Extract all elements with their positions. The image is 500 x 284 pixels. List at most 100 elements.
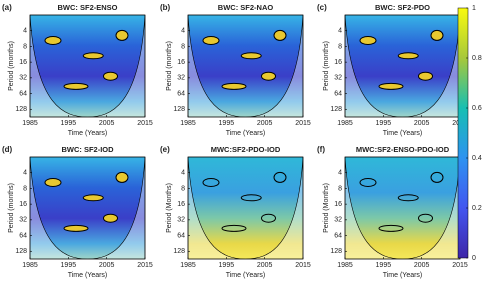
coherence-contour [418, 213, 433, 223]
panel-label: (a) [2, 3, 12, 12]
y-tick-label: 16 [334, 201, 342, 208]
x-axis-label: Time (Years) [68, 130, 108, 137]
coherence-contour [202, 178, 220, 187]
coherence-contour [221, 82, 247, 90]
y-tick-label: 64 [177, 232, 185, 239]
y-tick-label: 32 [334, 217, 342, 224]
y-tick-label: 16 [177, 59, 185, 66]
colorbar-tick-label: 0.2 [472, 205, 482, 212]
coherence-contour [240, 52, 262, 60]
y-tick-label: 4 [181, 28, 185, 35]
panel-title: MWC:SF2-PDO-IOD [211, 145, 281, 154]
coherence-contour [378, 224, 404, 232]
x-tick-label: 2015 [137, 120, 153, 127]
panel-title: BWC: SF2-IOD [61, 145, 114, 154]
y-tick-label: 64 [19, 232, 27, 239]
coherence-contour [240, 194, 262, 202]
y-tick-label: 128 [173, 106, 185, 113]
x-tick-label: 1985 [337, 262, 353, 269]
panel-label: (f) [317, 145, 325, 154]
y-tick-label: 32 [334, 75, 342, 82]
coherence-contour [82, 52, 104, 60]
x-axis-label: Time (Years) [383, 272, 423, 279]
x-tick-label: 1985 [180, 262, 196, 269]
y-tick-label: 32 [19, 217, 27, 224]
x-tick-label: 1995 [219, 262, 235, 269]
plot-frame [29, 156, 146, 260]
y-tick-label: 16 [334, 59, 342, 66]
x-axis-label: Time (Years) [383, 130, 423, 137]
x-tick-label: 1995 [61, 262, 77, 269]
y-tick-label: 8 [181, 43, 185, 50]
coherence-contour [63, 224, 89, 232]
coherence-contour [221, 224, 247, 232]
coherence-contour [261, 71, 276, 81]
y-tick-label: 4 [23, 170, 27, 177]
plot-frame [187, 156, 304, 260]
y-tick-label: 64 [334, 90, 342, 97]
colorbar-tick-label: 0.8 [472, 55, 482, 62]
coherence-contour [430, 29, 444, 41]
y-tick-label: 4 [338, 170, 342, 177]
x-tick-label: 2005 [257, 120, 273, 127]
panel-title: BWC: SF2-ENSO [58, 3, 118, 12]
coherence-contour [430, 171, 444, 183]
plot-frame [187, 14, 304, 118]
coherence-contour [273, 171, 287, 183]
x-tick-label: 2005 [414, 262, 430, 269]
coherence-contour [82, 194, 104, 202]
x-axis-label: Time (Years) [226, 130, 266, 137]
y-axis-label: Period (Months) [323, 183, 330, 233]
y-tick-label: 128 [15, 248, 27, 255]
plot-frame [29, 14, 146, 118]
panel-label: (d) [2, 145, 13, 154]
x-tick-label: 2005 [99, 262, 115, 269]
x-tick-label: 2005 [99, 120, 115, 127]
coherence-contour [63, 82, 89, 90]
coherence-contour [202, 36, 220, 45]
coherence-contour [359, 36, 377, 45]
y-tick-label: 32 [19, 75, 27, 82]
y-axis-label: Period (months) [323, 41, 330, 91]
x-tick-label: 1985 [22, 262, 38, 269]
colorbar-tick-label: 0 [472, 255, 476, 262]
panel-title: BWC: SF2-NAO [218, 3, 274, 12]
y-axis-label: Period (months) [8, 183, 15, 233]
coherence-contour [103, 71, 118, 81]
coherence-contour [273, 29, 287, 41]
y-tick-label: 16 [19, 59, 27, 66]
y-tick-label: 8 [338, 185, 342, 192]
x-tick-label: 2015 [295, 262, 311, 269]
y-tick-label: 32 [177, 217, 185, 224]
coherence-contour [359, 178, 377, 187]
y-tick-label: 8 [23, 185, 27, 192]
x-tick-label: 2005 [257, 262, 273, 269]
y-tick-label: 128 [173, 248, 185, 255]
y-tick-label: 64 [334, 232, 342, 239]
y-tick-label: 128 [15, 106, 27, 113]
colorbar-tick-label: 1 [472, 5, 476, 12]
coherence-contour [397, 194, 419, 202]
coherence-contour [418, 71, 433, 81]
y-tick-label: 8 [181, 185, 185, 192]
y-tick-label: 64 [177, 90, 185, 97]
x-tick-label: 2015 [137, 262, 153, 269]
coherence-contour [44, 178, 62, 187]
x-tick-label: 1995 [219, 120, 235, 127]
x-tick-label: 2015 [295, 120, 311, 127]
coherence-contour [261, 213, 276, 223]
colorbar-tick-label: 0.6 [472, 105, 482, 112]
panel-title: BWC: SF2-PDO [375, 3, 430, 12]
y-tick-label: 16 [177, 201, 185, 208]
x-tick-label: 1985 [337, 120, 353, 127]
x-axis-label: Time (Years) [68, 272, 108, 279]
panel-label: (b) [160, 3, 171, 12]
x-tick-label: 1995 [61, 120, 77, 127]
panel-title: MWC:SF2-ENSO-PDO-IOD [356, 145, 450, 154]
x-tick-label: 1995 [376, 120, 392, 127]
x-tick-label: 1995 [376, 262, 392, 269]
y-tick-label: 128 [330, 248, 342, 255]
y-tick-label: 128 [330, 106, 342, 113]
coherence-contour [44, 36, 62, 45]
